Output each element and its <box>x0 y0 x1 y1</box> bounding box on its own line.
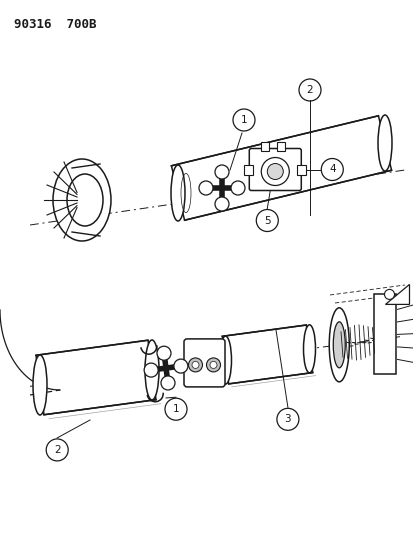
Ellipse shape <box>219 336 231 384</box>
Text: 1: 1 <box>240 115 247 125</box>
Circle shape <box>230 181 244 195</box>
Polygon shape <box>171 116 391 220</box>
Circle shape <box>173 359 188 373</box>
Bar <box>244 165 253 174</box>
Ellipse shape <box>303 325 315 373</box>
Circle shape <box>261 157 289 185</box>
Bar <box>374 294 396 374</box>
Bar <box>277 141 285 150</box>
Polygon shape <box>36 340 156 415</box>
Ellipse shape <box>33 355 47 415</box>
Circle shape <box>192 361 199 368</box>
FancyBboxPatch shape <box>249 149 301 190</box>
FancyBboxPatch shape <box>183 339 224 387</box>
Bar <box>297 165 306 174</box>
Circle shape <box>144 363 158 377</box>
Circle shape <box>199 181 212 195</box>
Circle shape <box>157 346 171 360</box>
Text: 90316  700B: 90316 700B <box>14 18 96 31</box>
Text: 4: 4 <box>328 165 335 174</box>
Polygon shape <box>222 325 312 384</box>
Ellipse shape <box>171 165 185 221</box>
Circle shape <box>214 197 228 211</box>
Circle shape <box>188 358 202 372</box>
Ellipse shape <box>67 174 103 226</box>
Text: 5: 5 <box>263 215 270 225</box>
Ellipse shape <box>328 308 349 382</box>
Ellipse shape <box>145 340 159 400</box>
Text: 2: 2 <box>306 85 313 95</box>
Circle shape <box>214 165 228 179</box>
Bar <box>261 141 268 150</box>
Circle shape <box>209 361 216 368</box>
Ellipse shape <box>332 322 344 368</box>
Text: 1: 1 <box>172 404 179 414</box>
Ellipse shape <box>377 115 391 171</box>
Ellipse shape <box>53 159 111 241</box>
Circle shape <box>267 164 282 180</box>
Circle shape <box>384 289 394 300</box>
Polygon shape <box>385 285 408 304</box>
Circle shape <box>206 358 220 372</box>
Text: 2: 2 <box>54 445 60 455</box>
Circle shape <box>161 376 175 390</box>
Text: 3: 3 <box>284 414 290 424</box>
